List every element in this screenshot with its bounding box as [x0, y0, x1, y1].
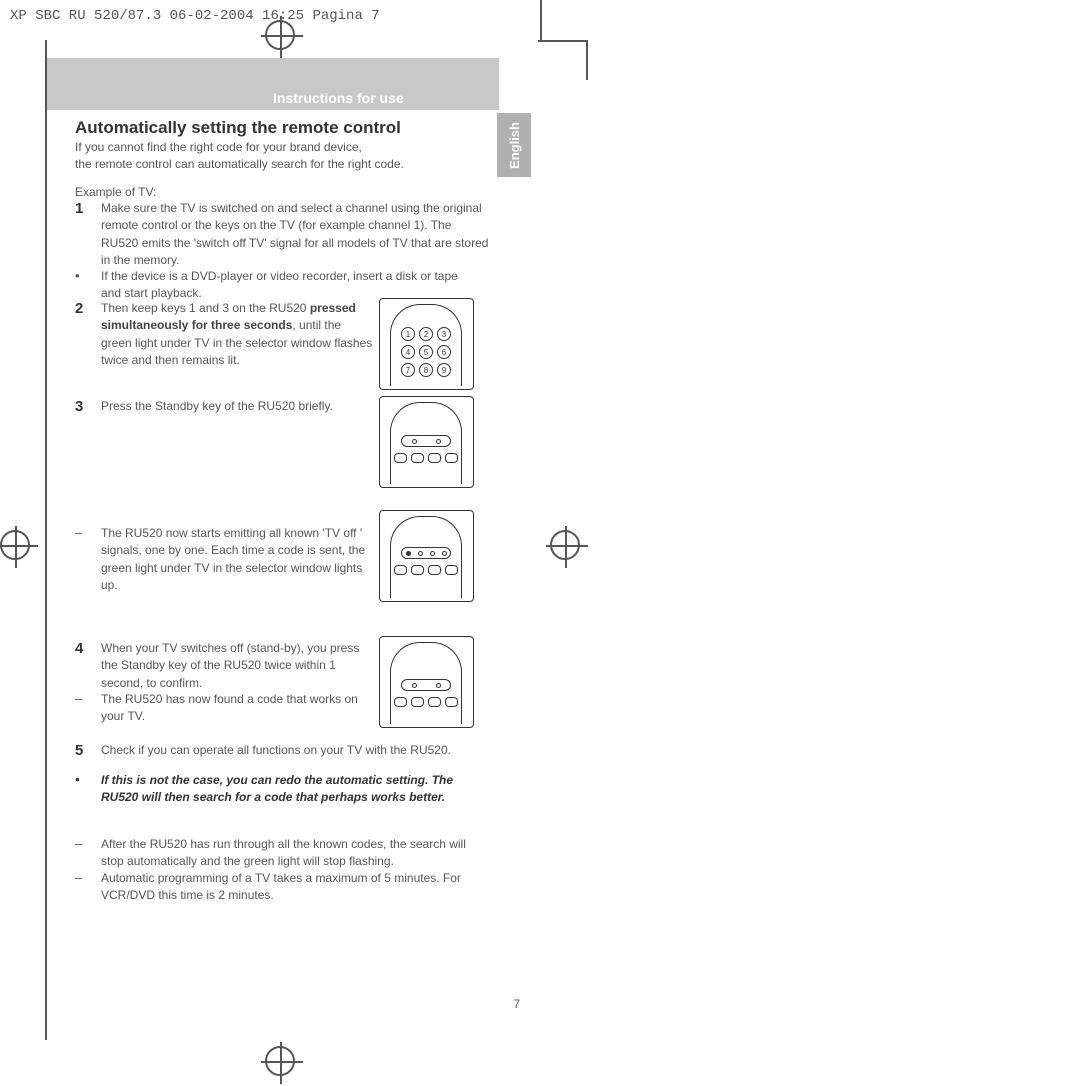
remote-outline [390, 516, 462, 598]
page-border [45, 40, 47, 1040]
step-5-text: Check if you can operate all functions o… [101, 742, 451, 759]
step-4-text: When your TV switches off (stand-by), yo… [101, 640, 365, 692]
registration-mark [550, 530, 580, 560]
remote-outline [390, 402, 462, 484]
dash-2-block: – The RU520 has now found a code that wo… [75, 691, 365, 730]
dash-4-block: – Automatic programming of a TV takes a … [75, 870, 490, 909]
step-5-block: 5 Check if you can operate all functions… [75, 742, 490, 763]
page-border [538, 40, 588, 42]
remote-figure-keypad: 123 456 789 [379, 298, 474, 390]
dash-marker: – [75, 870, 101, 905]
crop-mark [540, 0, 542, 42]
note-block: • If this is not the case, you can redo … [75, 772, 475, 811]
step-number: 5 [75, 742, 101, 759]
registration-mark [265, 1046, 295, 1076]
bullet-marker: • [75, 772, 101, 807]
intro-line1: If you cannot find the right code for yo… [75, 140, 362, 154]
remote-outline [390, 642, 462, 724]
step-1-block: 1 Make sure the TV is switched on and se… [75, 200, 490, 274]
note-text: If this is not the case, you can redo th… [101, 772, 475, 807]
step-2-pre: Then keep keys 1 and 3 on the RU520 [101, 301, 310, 315]
dash-1-text: The RU520 now starts emitting all known … [101, 525, 375, 595]
registration-mark [265, 20, 295, 50]
page-title: Automatically setting the remote control [75, 118, 401, 138]
step-4-block: 4 When your TV switches off (stand-by), … [75, 640, 365, 696]
step-3-block: 3 Press the Standby key of the RU520 bri… [75, 398, 375, 419]
dash-2-text: The RU520 has now found a code that work… [101, 691, 365, 726]
language-label: English [507, 122, 522, 169]
bullet-marker: • [75, 268, 101, 303]
dash-3-block: – After the RU520 has run through all th… [75, 836, 490, 875]
step-1-text: Make sure the TV is switched on and sele… [101, 200, 490, 270]
dash-marker: – [75, 525, 101, 595]
step-2-block: 2 Then keep keys 1 and 3 on the RU520 pr… [75, 300, 375, 374]
intro-line2: the remote control can automatically sea… [75, 157, 404, 171]
remote-figure-emitting [379, 510, 474, 602]
dash-1-block: – The RU520 now starts emitting all know… [75, 525, 375, 599]
registration-mark [0, 530, 30, 560]
language-tab: English [497, 113, 531, 177]
intro-text: If you cannot find the right code for yo… [75, 139, 404, 173]
step-number: 1 [75, 200, 101, 270]
step-number: 3 [75, 398, 101, 415]
banner-title: Instructions for use [273, 90, 404, 106]
step-3-text: Press the Standby key of the RU520 brief… [101, 398, 333, 415]
remote-figure-standby [379, 396, 474, 488]
dash-marker: – [75, 691, 101, 726]
step-number: 4 [75, 640, 101, 692]
remote-figure-2x: 2x [379, 636, 474, 728]
dash-marker: – [75, 836, 101, 871]
page-border [586, 40, 588, 80]
remote-outline: 123 456 789 [390, 304, 462, 386]
dash-3-text: After the RU520 has run through all the … [101, 836, 490, 871]
step-2-text: Then keep keys 1 and 3 on the RU520 pres… [101, 300, 375, 370]
file-header: XP SBC RU 520/87.3 06-02-2004 16:25 Pagi… [10, 8, 380, 24]
step-number: 2 [75, 300, 101, 370]
example-label: Example of TV: [75, 185, 156, 199]
dash-4-text: Automatic programming of a TV takes a ma… [101, 870, 490, 905]
page-number: 7 [513, 997, 520, 1011]
